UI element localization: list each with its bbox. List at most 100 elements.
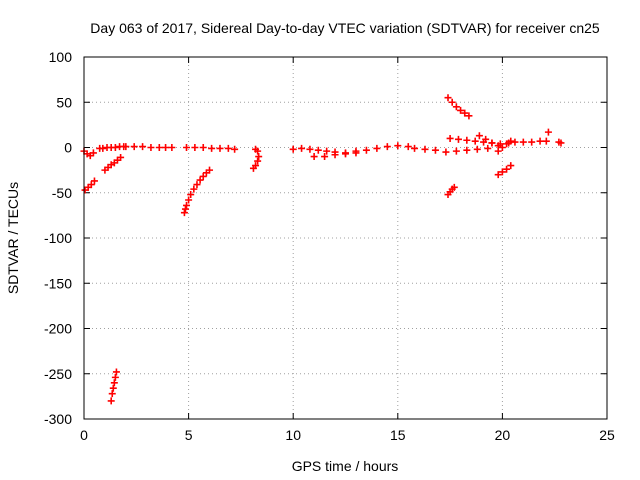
data-point [498,168,506,176]
data-points [80,94,565,405]
data-point [519,138,527,146]
data-point [190,185,198,193]
data-point [488,139,496,147]
data-point [494,147,502,155]
series-arc-u [544,128,565,147]
y-tick-labels: 100 50 0 -50 -100 -150 -200 -250 -300 [44,49,72,427]
data-point [503,165,511,173]
data-point [442,148,450,156]
y-tick-label: 50 [56,94,72,110]
data-point [446,134,454,142]
data-point [185,196,193,204]
data-point [373,144,381,152]
data-point [181,205,189,213]
data-point [199,144,207,151]
x-tick-label: 10 [285,427,301,443]
data-point [471,137,479,145]
data-point [108,390,116,398]
chart-title: Day 063 of 2017, Sidereal Day-to-day VTE… [90,20,600,36]
data-point [557,139,565,147]
data-point [187,191,195,199]
data-point [528,138,536,146]
data-point [306,145,314,153]
series-arc-h [183,144,239,153]
series-arc-r [494,137,515,155]
data-point [494,171,502,179]
data-point [536,137,544,145]
data-point [482,135,490,143]
data-point [452,147,460,155]
data-point [444,94,452,102]
x-axis-label: GPS time / hours [292,458,399,474]
data-point [109,384,117,392]
x-tick-labels: 0 5 10 15 20 25 [80,427,615,443]
data-point [130,143,138,151]
data-point [254,147,262,155]
y-tick-label: -250 [44,366,72,382]
data-point [498,144,506,151]
data-point [454,135,462,143]
data-point [183,144,191,151]
data-point [450,183,458,191]
data-point [544,128,552,136]
data-point [404,143,412,151]
series-arc-b [81,177,98,194]
series-arc-m [411,144,492,156]
data-point [196,176,204,184]
series-arc-n [444,94,473,120]
x-tick-label: 5 [185,427,193,443]
data-point [168,144,176,151]
y-tick-label: -50 [52,185,72,201]
data-point [465,112,473,120]
data-point [475,132,483,140]
data-point [421,145,429,153]
data-point [310,153,318,161]
grid-lines [84,57,607,419]
data-point [411,144,419,152]
data-point [342,150,349,158]
y-tick-label: 100 [49,49,73,65]
series-arc-f [122,143,176,151]
x-tick-label: 20 [495,427,511,443]
y-axis-label: SDTVAR / TECUs [5,182,21,294]
data-point [463,146,471,154]
data-point [252,162,260,170]
data-point [511,138,519,146]
x-tick-label: 0 [80,427,88,443]
data-point [111,373,119,381]
y-tick-label: 0 [64,140,72,156]
data-point [254,157,262,165]
data-point [122,143,130,151]
series-arc-p [444,183,458,199]
data-point [463,136,471,144]
data-point [87,181,95,189]
data-point [448,98,456,106]
data-point [110,379,118,387]
data-point [362,146,370,154]
data-point [289,145,297,153]
data-point [503,140,511,148]
data-point [183,201,191,209]
series-arc-d [101,153,125,174]
data-point [206,166,214,174]
series-arc-s [494,162,515,179]
data-point [162,144,170,151]
y-tick-label: -300 [44,411,72,427]
data-point [507,162,515,170]
series-arc-l [310,149,360,161]
series-arc-q [475,132,502,150]
data-point [99,144,107,152]
data-point [191,144,199,151]
x-tick-label: 15 [390,427,406,443]
y-tick-label: -100 [44,230,72,246]
data-point [484,144,492,152]
data-point [352,149,360,157]
data-point [321,153,329,161]
series-arc-i [249,153,263,172]
data-point [457,106,465,114]
data-point [473,145,481,153]
plot-frame [83,56,608,420]
data-point [461,109,469,117]
series-arc-g [180,166,214,217]
